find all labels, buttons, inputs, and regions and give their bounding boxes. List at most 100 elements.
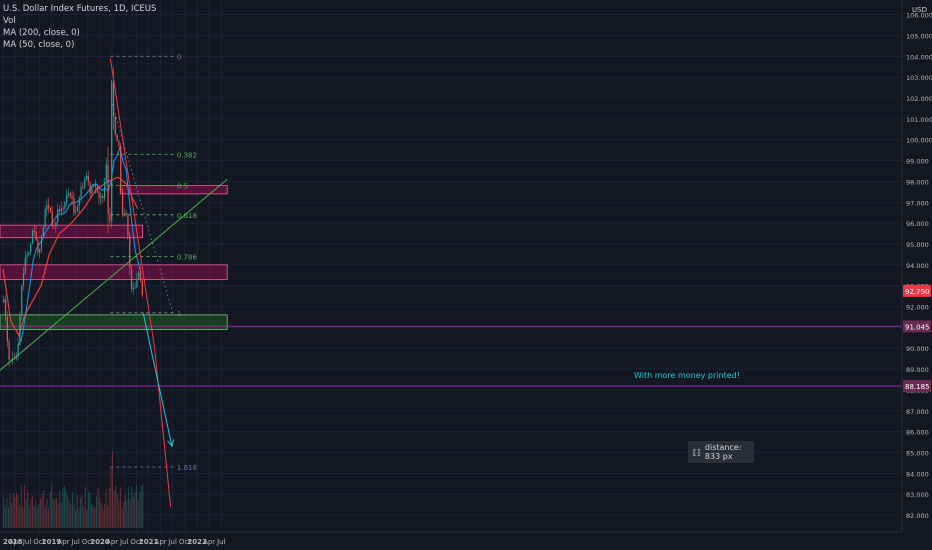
volume-bar <box>84 486 86 528</box>
candle-body <box>33 230 35 233</box>
candle-body <box>111 81 113 222</box>
legend-title: U.S. Dollar Index Futures, 1D, ICEUS <box>3 4 157 14</box>
volume-bar <box>17 495 19 528</box>
candle-body <box>85 175 88 180</box>
candle-body <box>46 205 48 210</box>
volume-bar <box>124 494 126 528</box>
volume-bar <box>126 500 128 528</box>
legend-ma50[interactable]: MA (50, close, 0) <box>3 40 75 50</box>
x-tick-label: Oct <box>82 538 94 546</box>
volume-bar <box>87 491 90 528</box>
volume-bar <box>63 485 66 528</box>
volume-bar <box>105 489 107 528</box>
candle-body <box>109 214 111 222</box>
volume-bar <box>47 508 50 528</box>
drawings: 0 0.382 0.5 0.618 0.786 1 1.618 <box>0 53 228 507</box>
volume-bar <box>115 485 117 528</box>
projection-arrow <box>142 312 173 447</box>
candle-body <box>118 140 120 146</box>
volume-bar <box>97 488 99 528</box>
volume-bar <box>19 505 21 528</box>
y-tick-label: 106.000 <box>906 12 932 20</box>
legend-ma200[interactable]: MA (200, close, 0) <box>3 28 80 38</box>
volume-bar <box>71 492 74 528</box>
volume-bar <box>59 490 61 528</box>
candle-body <box>103 182 106 199</box>
x-tick-label: Jul <box>119 538 129 546</box>
candle-body <box>64 202 66 209</box>
price-label-box <box>903 320 931 333</box>
x-tick-label: Jul <box>22 538 32 546</box>
x-tick-label: 2021 <box>139 538 159 546</box>
volume-bar <box>39 497 42 528</box>
candle-body <box>141 280 143 295</box>
x-tick-label: 2019 <box>42 538 62 546</box>
candle-body <box>55 222 57 227</box>
volume-bar <box>31 495 34 528</box>
volume-bar <box>33 506 35 528</box>
volume-bar <box>52 498 54 528</box>
volume-bar <box>132 497 134 528</box>
candle-body <box>132 288 134 290</box>
volume-bar <box>73 503 75 528</box>
fib-level-label: 1 <box>177 310 181 318</box>
price-label-text: 91.045 <box>905 323 930 331</box>
x-tick-label: Jul <box>216 538 226 546</box>
candle-body <box>136 278 138 288</box>
volume-bar <box>55 498 58 528</box>
y-tick-label: 82.000 <box>906 512 929 520</box>
annotation-text: With more money printed! <box>634 371 740 380</box>
volume-bar <box>134 492 136 528</box>
volume-bar <box>102 508 104 528</box>
candle-body <box>3 299 5 303</box>
y-tick-label: 105.000 <box>906 32 932 40</box>
candle-body <box>127 214 129 236</box>
volume-bar <box>100 502 102 528</box>
volume-bar <box>91 504 93 528</box>
volume-bar <box>22 506 24 528</box>
candle-body <box>94 184 97 187</box>
candle-body <box>91 185 93 194</box>
volume-bar <box>46 498 48 528</box>
candle-body <box>28 251 30 255</box>
y-tick-label: 89.000 <box>906 366 929 374</box>
candle-body <box>39 249 41 253</box>
fib-level-label: 1.618 <box>177 464 197 472</box>
x-tick-label: Jul <box>70 538 80 546</box>
candle-body <box>75 212 77 213</box>
candle-body <box>134 287 136 289</box>
y-tick-label: 104.000 <box>906 53 932 61</box>
trendline <box>0 178 228 371</box>
chart-legend: U.S. Dollar Index Futures, 1D, ICEUS Vol… <box>3 3 156 51</box>
volume-bar <box>140 486 142 528</box>
candle-body <box>6 316 8 342</box>
candle-body <box>67 193 70 196</box>
volume-bar <box>116 493 118 528</box>
candle-body <box>138 272 140 279</box>
candle-body <box>130 268 133 290</box>
volume-bar <box>7 507 10 528</box>
volume-bar <box>49 492 51 528</box>
candle-body <box>49 207 52 212</box>
y-tick-label: 83.000 <box>906 491 929 499</box>
candle-body <box>19 314 21 345</box>
fib-level-label: 0.786 <box>177 253 198 261</box>
ma200-line <box>2 176 139 338</box>
x-tick-label: 2018 <box>3 538 23 546</box>
candle-body <box>57 209 59 223</box>
legend-vol[interactable]: Vol <box>3 16 16 26</box>
candle-body <box>8 341 10 360</box>
distance-tooltip: ⟦⟧ distance: 833 px <box>688 441 754 463</box>
candle-body <box>40 235 43 250</box>
y-tick-label: 86.000 <box>906 429 929 437</box>
volume-bar <box>6 498 8 528</box>
fib-level-label: 0 <box>177 53 181 61</box>
candle-body <box>66 195 68 203</box>
candle-body <box>51 211 53 225</box>
candle-body <box>112 81 115 117</box>
candle-body <box>98 192 100 198</box>
fib-level-label: 0.5 <box>177 183 188 191</box>
candle-body <box>37 240 39 253</box>
volume-bar <box>4 506 6 528</box>
